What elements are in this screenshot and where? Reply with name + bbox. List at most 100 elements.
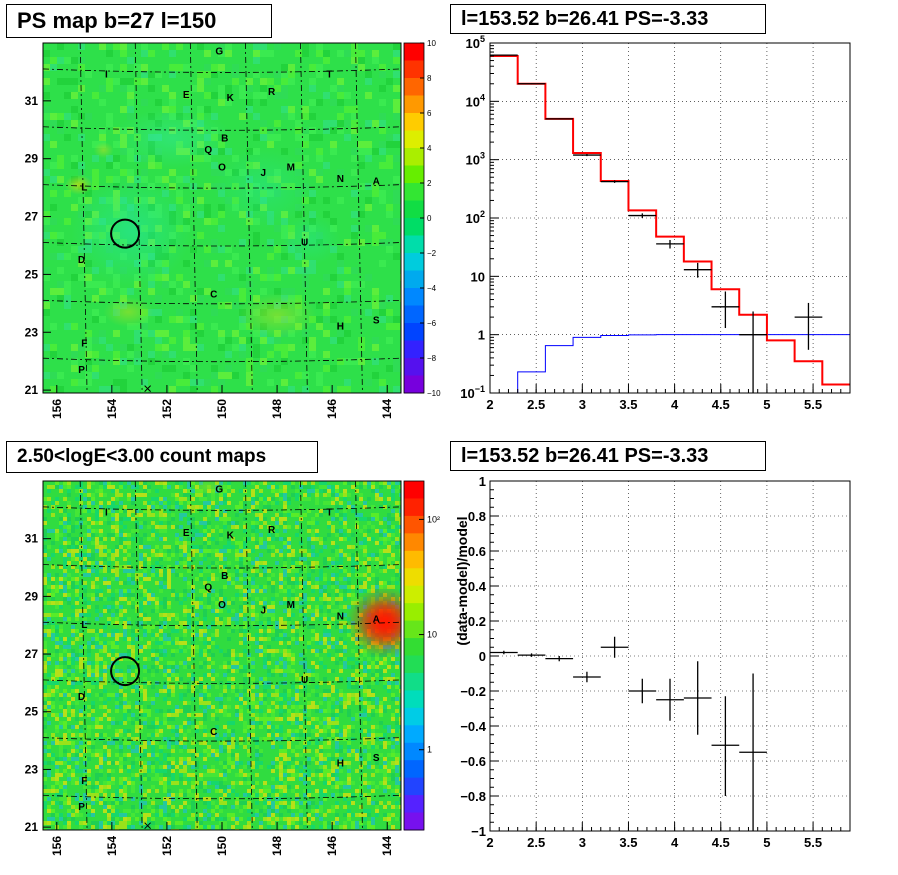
map-pixel — [307, 673, 311, 677]
map-pixel — [167, 677, 171, 681]
map-pixel — [283, 697, 287, 701]
map-pixel — [311, 757, 315, 761]
map-pixel — [399, 529, 401, 533]
map-pixel — [99, 489, 103, 493]
map-pixel — [395, 517, 399, 521]
map-pixel — [311, 637, 315, 641]
map-pixel — [211, 749, 215, 753]
map-pixel — [51, 565, 55, 569]
map-pixel — [78, 344, 85, 351]
map-pixel — [187, 717, 191, 721]
map-pixel — [263, 609, 267, 613]
map-pixel — [323, 593, 327, 597]
map-pixel — [227, 713, 231, 717]
map-pixel — [227, 749, 231, 753]
map-pixel — [383, 657, 387, 661]
map-pixel — [291, 717, 295, 721]
map-pixel — [358, 281, 365, 288]
map-pixel — [271, 717, 275, 721]
map-pixel — [203, 689, 207, 693]
map-pixel — [295, 761, 299, 765]
map-pixel — [123, 633, 127, 637]
map-pixel — [223, 765, 227, 769]
map-pixel — [87, 517, 91, 521]
map-pixel — [167, 637, 171, 641]
map-pixel — [259, 553, 263, 557]
map-pixel — [335, 689, 339, 693]
map-pixel — [119, 749, 123, 753]
map-pixel — [246, 106, 253, 113]
map-pixel — [163, 757, 167, 761]
map-pixel — [243, 481, 247, 485]
map-pixel — [339, 597, 343, 601]
map-pixel — [223, 653, 227, 657]
map-pixel — [259, 697, 263, 701]
map-pixel — [283, 565, 287, 569]
map-pixel — [367, 729, 371, 733]
map-pixel — [247, 765, 251, 769]
map-pixel — [127, 573, 131, 577]
map-pixel — [355, 497, 359, 501]
map-pixel — [64, 113, 71, 120]
map-pixel — [75, 761, 79, 765]
map-pixel — [303, 661, 307, 665]
map-pixel — [43, 267, 50, 274]
map-pixel — [267, 729, 271, 733]
colorbar-step — [404, 235, 424, 254]
map-pixel — [395, 545, 399, 549]
map-pixel — [169, 99, 176, 106]
map-pixel — [75, 689, 79, 693]
map-pixel — [363, 761, 367, 765]
map-pixel — [187, 689, 191, 693]
map-pixel — [115, 605, 119, 609]
map-pixel — [111, 649, 115, 653]
map-pixel — [351, 505, 355, 509]
map-pixel — [155, 533, 159, 537]
map-pixel — [383, 685, 387, 689]
map-pixel — [323, 637, 327, 641]
map-pixel — [120, 78, 127, 85]
map-pixel — [319, 509, 323, 513]
map-pixel — [59, 509, 63, 513]
map-pixel — [51, 689, 55, 693]
map-pixel — [323, 629, 327, 633]
map-pixel — [267, 717, 271, 721]
map-pixel — [123, 517, 127, 521]
map-pixel — [63, 585, 67, 589]
y-tick-exp: 4 — [480, 92, 485, 102]
map-pixel — [115, 517, 119, 521]
map-pixel — [395, 721, 399, 725]
map-pixel — [279, 585, 283, 589]
map-pixel — [267, 533, 271, 537]
map-pixel — [260, 365, 267, 372]
map-pixel — [179, 573, 183, 577]
map-pixel — [251, 733, 255, 737]
map-pixel — [219, 617, 223, 621]
map-pixel — [187, 713, 191, 717]
map-pixel — [95, 617, 99, 621]
source-label-B: B — [221, 133, 228, 144]
map-pixel — [395, 569, 399, 573]
map-pixel — [107, 693, 111, 697]
map-pixel — [179, 485, 183, 489]
map-pixel — [99, 85, 106, 92]
map-pixel — [71, 769, 75, 773]
map-pixel — [47, 485, 51, 489]
map-pixel — [323, 57, 330, 64]
map-pixel — [43, 761, 47, 765]
map-pixel — [67, 637, 71, 641]
map-pixel — [155, 505, 159, 509]
map-pixel — [271, 733, 275, 737]
map-pixel — [271, 605, 275, 609]
x-tick-label: 154 — [105, 399, 119, 419]
map-pixel — [163, 689, 167, 693]
map-pixel — [169, 337, 176, 344]
map-pixel — [263, 685, 267, 689]
map-pixel — [55, 757, 59, 761]
map-pixel — [279, 537, 283, 541]
map-pixel — [95, 637, 99, 641]
map-pixel — [307, 777, 311, 781]
map-pixel — [307, 769, 311, 773]
map-pixel — [143, 489, 147, 493]
map-pixel — [387, 549, 391, 553]
